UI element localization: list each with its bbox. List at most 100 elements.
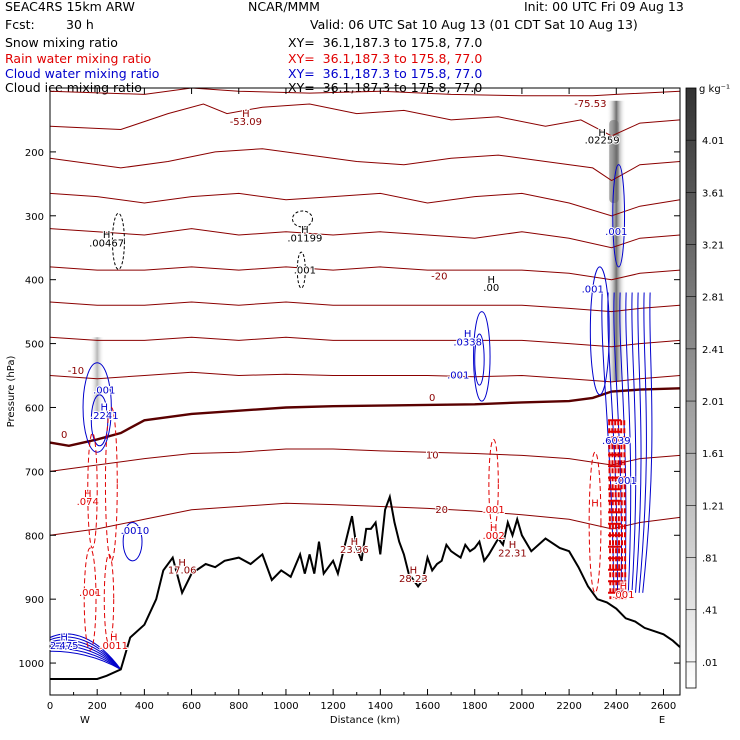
rain-contour — [614, 420, 618, 600]
rain-contour — [623, 420, 627, 600]
field-label-rain: Rain water mixing ratio — [5, 51, 152, 66]
contour-annotation: H — [464, 329, 472, 340]
rain-contour — [588, 451, 602, 594]
contour-annotation: .02259 — [585, 136, 620, 147]
temperature-contour — [49, 228, 681, 249]
cloud-water-contour — [49, 645, 122, 670]
cloud-ice-contour — [296, 251, 306, 289]
contour-annotation: .001 — [79, 588, 101, 599]
colorbar-label: 1.21 — [702, 501, 724, 512]
colorbar-label: 1.61 — [702, 449, 724, 460]
contour-annotation: .001 — [294, 265, 316, 276]
cloud-water-contour — [625, 292, 632, 593]
contour-annotation: .001 — [605, 227, 627, 238]
x-tick-label: 0 — [47, 701, 53, 712]
contour-annotation: 22.31 — [498, 548, 527, 559]
contour-annotation: .074 — [77, 497, 99, 508]
cloud-water-contour — [589, 266, 610, 396]
colorbar-label: 2.01 — [702, 397, 724, 408]
x-tick-label: 1600 — [415, 701, 440, 712]
cloud-ice-contour — [291, 210, 313, 228]
contour-annotation: H — [301, 225, 309, 236]
contour-annotation: H — [178, 558, 186, 569]
x-tick-label: 200 — [88, 701, 107, 712]
field-xy-cloud-water: XY= 36.1,187.3 to 175.8, 77.0 — [288, 66, 483, 81]
temperature-contour — [49, 266, 681, 281]
x-tick-label: 1800 — [462, 701, 487, 712]
contour-annotation: H — [490, 523, 498, 534]
y-tick-label: 600 — [25, 403, 44, 414]
contour-annotation: 0 — [61, 430, 67, 441]
cloud-water-contour — [612, 164, 626, 268]
plot-frame — [49, 87, 681, 696]
contour-annotation: .001 — [93, 385, 115, 396]
contour-annotation: .0011 — [99, 641, 128, 652]
contour-annotation: .01199 — [287, 233, 322, 244]
contour-annotation: H — [110, 633, 118, 644]
contour-annotation: H — [487, 275, 495, 286]
y-tick-label: 500 — [25, 340, 44, 351]
freezing-level-contour — [49, 387, 681, 448]
org-label: NCAR/MMM — [248, 0, 320, 14]
contour-annotation: H — [509, 540, 517, 551]
rain-contour — [608, 420, 612, 600]
contour-annotation: .001 — [612, 590, 634, 601]
cloud-water-contour — [631, 292, 637, 593]
contour-annotation: -20 — [431, 272, 447, 283]
contour-annotation: 20 — [435, 505, 448, 516]
contour-annotation: 10 — [426, 451, 439, 462]
fcst-label: Fcst: — [5, 17, 35, 32]
contour-annotation: H — [598, 128, 606, 139]
cloud-water-contour — [474, 333, 485, 386]
contour-annotation: 28.23 — [399, 574, 428, 585]
contour-annotation: .002 — [482, 531, 504, 542]
cloud-water-contour — [638, 292, 647, 593]
contour-annotation: H — [60, 633, 68, 644]
x-tick-label: 600 — [182, 701, 201, 712]
rain-contour — [617, 420, 621, 600]
y-axis-label: Pressure (hPa) — [6, 356, 17, 428]
contour-annotation: H — [84, 489, 92, 500]
rain-contour — [488, 438, 499, 530]
contour-annotation: .6039 — [602, 436, 631, 447]
model-title: SEAC4RS 15km ARW — [5, 0, 135, 14]
contour-annotation: 17.06 — [168, 566, 197, 577]
y-tick-label: 300 — [25, 212, 44, 223]
colorbar-label: .01 — [702, 658, 718, 669]
x-tick-label: 800 — [229, 701, 248, 712]
contour-annotation: 23.36 — [340, 545, 369, 556]
init-time: Init: 00 UTC Fri 09 Aug 13 — [524, 0, 684, 14]
temperature-contour — [49, 103, 681, 137]
x-tick-label: 1400 — [368, 701, 393, 712]
colorbar-label: 3.61 — [702, 188, 724, 199]
x-tick-label: 2600 — [651, 701, 676, 712]
temperature-contour — [49, 192, 681, 217]
rain-contour — [104, 406, 118, 562]
temperature-contour — [49, 502, 681, 536]
x-tick-label: 2000 — [509, 701, 534, 712]
x-tick-label: 400 — [135, 701, 154, 712]
temperature-contour — [49, 148, 681, 182]
y-tick-label: 200 — [25, 148, 44, 159]
x-endpoint-east: E — [659, 715, 665, 726]
y-tick-label: 400 — [25, 276, 44, 287]
x-axis-label: Distance (km) — [330, 715, 400, 726]
colorbar-unit: g kg⁻¹ — [699, 84, 730, 95]
cloud-water-contour — [49, 636, 122, 670]
contour-annotation: 0 — [429, 393, 435, 404]
colorbar-label: .81 — [702, 554, 718, 565]
rain-contour — [611, 420, 615, 600]
contour-annotation: -75.53 — [574, 99, 606, 110]
contour-annotation: H — [620, 582, 628, 593]
cloud-water-contour — [49, 633, 122, 670]
contour-annotation: 2.475 — [50, 641, 79, 652]
contour-annotation: H — [103, 230, 111, 241]
rain-contour — [83, 547, 97, 651]
contour-annotation: .001 — [615, 476, 637, 487]
rain-contour — [103, 553, 115, 645]
contour-annotation: -53.09 — [230, 117, 262, 128]
snow-core — [609, 119, 619, 204]
contour-annotation: .00 — [483, 283, 499, 294]
contour-annotation: H — [410, 566, 418, 577]
